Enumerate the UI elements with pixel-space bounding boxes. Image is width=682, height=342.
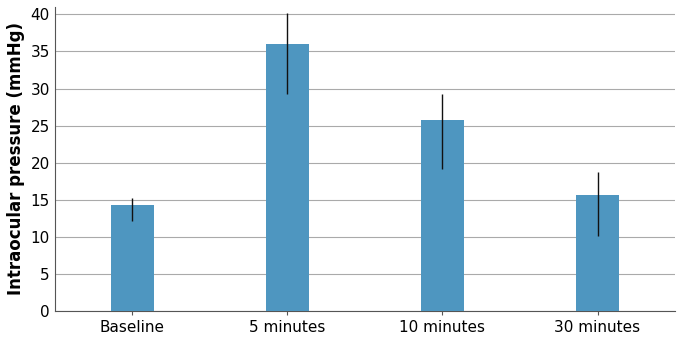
Bar (110, 205, 154, 311)
Bar (266, 44, 309, 311)
Bar (421, 120, 464, 311)
Bar (576, 195, 619, 311)
Y-axis label: Intraocular pressure (mmHg): Intraocular pressure (mmHg) (7, 23, 25, 295)
